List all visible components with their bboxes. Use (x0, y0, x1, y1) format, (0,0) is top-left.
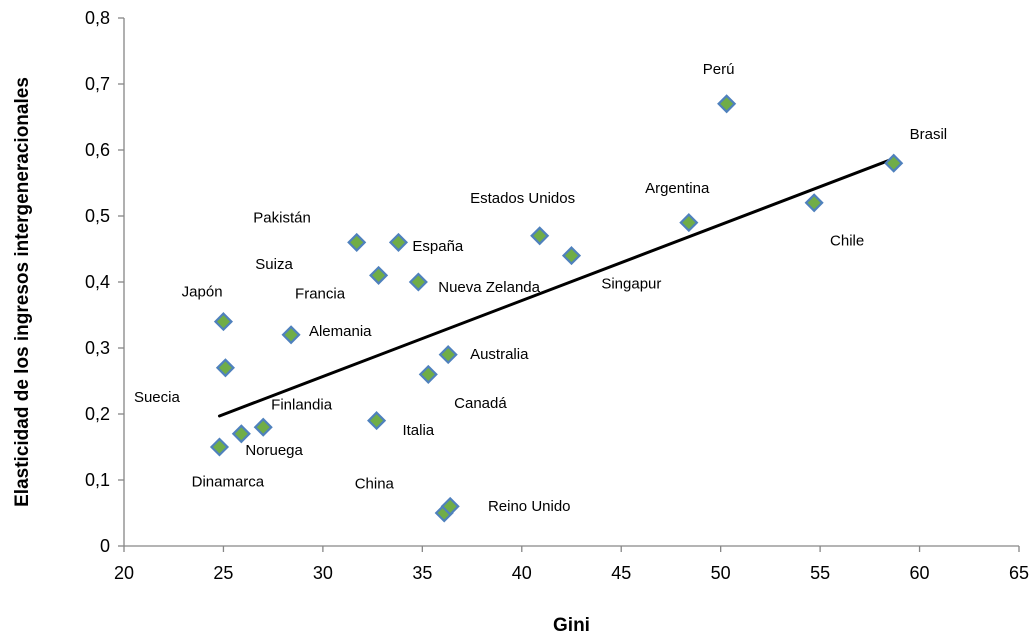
data-point-marker (209, 437, 230, 457)
tick-labels: 0 0,1 0,2 0,3 0,4 0,5 0,6 0,7 0,8 20 25 30 35 40 45 50 5… (85, 8, 1029, 583)
point-label: Suecia (134, 389, 181, 406)
data-point-marker (215, 358, 235, 378)
point-label: Singapur (601, 276, 661, 293)
point-label: España (412, 238, 464, 255)
x-tick-label: 40 (512, 563, 532, 583)
data-point-marker (369, 265, 389, 285)
x-tick-label: 65 (1009, 563, 1029, 583)
y-tick-label: 0 (100, 536, 110, 556)
x-tick-label: 20 (114, 563, 134, 583)
x-tick-label: 30 (313, 563, 333, 583)
point-label: Estados Unidos (470, 190, 575, 207)
point-label: Alemania (309, 323, 372, 340)
data-point-marker (231, 424, 251, 444)
y-tick-label: 0,2 (85, 404, 110, 424)
y-tick-label: 0,4 (85, 272, 110, 292)
point-label: China (355, 476, 395, 493)
point-label: Suiza (255, 256, 293, 273)
data-point-marker (717, 94, 737, 114)
y-tick-label: 0,5 (85, 206, 110, 226)
point-label: Brasil (910, 126, 948, 143)
data-point-marker (440, 496, 460, 516)
trendline (217, 157, 896, 418)
data-point-marker (418, 364, 438, 384)
tick-marks (118, 17, 1020, 552)
point-label: Australia (470, 346, 529, 363)
x-tick-label: 35 (412, 563, 432, 583)
point-label: Reino Unido (488, 498, 571, 515)
point-label: Dinamarca (192, 474, 265, 491)
point-label: Japón (182, 284, 223, 301)
x-tick-label: 55 (810, 563, 830, 583)
point-label: Francia (295, 286, 346, 303)
y-axis-title: Elasticidad de los ingresos intergenerac… (12, 77, 33, 507)
data-point-marker (253, 417, 273, 437)
point-label: Chile (830, 233, 864, 250)
point-label: Pakistán (253, 210, 311, 227)
point-label: Italia (402, 422, 434, 439)
x-axis-title: Gini (553, 615, 590, 636)
point-label: Perú (703, 61, 735, 78)
data-points (209, 94, 904, 523)
point-label: Nueva Zelanda (438, 279, 540, 296)
y-tick-label: 0,1 (85, 470, 110, 490)
data-point-marker (438, 345, 458, 365)
x-tick-label: 45 (611, 563, 631, 583)
y-tick-label: 0,7 (85, 74, 110, 94)
data-point-marker (213, 312, 234, 332)
point-label: Argentina (645, 180, 710, 197)
point-label: Noruega (245, 442, 303, 459)
point-labels: Suecia Dinamarca Noruega Finlandia Japón Alem… (134, 61, 947, 515)
data-point-marker (561, 246, 582, 266)
data-point-marker (408, 272, 428, 292)
data-point-marker (884, 153, 904, 173)
data-point-marker (679, 213, 699, 233)
y-tick-label: 0,6 (85, 140, 110, 160)
x-tick-label: 50 (711, 563, 731, 583)
data-point-marker (347, 232, 367, 252)
x-tick-label: 25 (213, 563, 233, 583)
x-tick-label: 60 (910, 563, 930, 583)
y-tick-label: 0,8 (85, 8, 110, 28)
point-label: Finlandia (271, 396, 333, 413)
point-label: Canadá (454, 395, 507, 412)
data-point-marker (367, 411, 387, 431)
data-point-marker (281, 325, 301, 345)
data-point-marker (804, 193, 824, 213)
y-tick-label: 0,3 (85, 338, 110, 358)
data-point-marker (530, 226, 550, 246)
data-point-marker (388, 232, 409, 252)
